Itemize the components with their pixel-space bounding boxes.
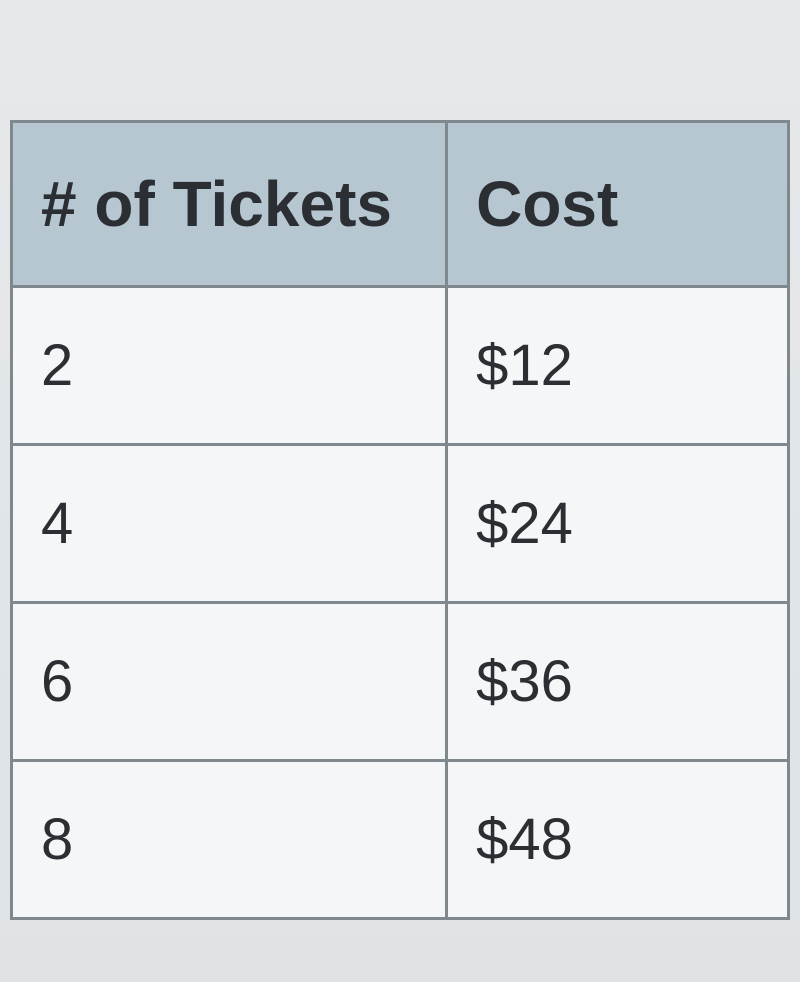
table-row: 4 $24	[12, 445, 789, 603]
cell-tickets: 6	[12, 603, 447, 761]
cell-cost: $12	[447, 287, 789, 445]
cell-cost: $36	[447, 603, 789, 761]
cell-cost: $24	[447, 445, 789, 603]
table-row: 6 $36	[12, 603, 789, 761]
table-row: 8 $48	[12, 761, 789, 919]
cell-tickets: 4	[12, 445, 447, 603]
cell-tickets: 8	[12, 761, 447, 919]
column-header-tickets: # of Tickets	[12, 122, 447, 287]
table-row: 2 $12	[12, 287, 789, 445]
tickets-cost-table: # of Tickets Cost 2 $12 4 $24 6 $36 8 $4…	[10, 120, 790, 920]
page: # of Tickets Cost 2 $12 4 $24 6 $36 8 $4…	[0, 0, 800, 982]
column-header-cost: Cost	[447, 122, 789, 287]
table-header-row: # of Tickets Cost	[12, 122, 789, 287]
cell-tickets: 2	[12, 287, 447, 445]
cell-cost: $48	[447, 761, 789, 919]
